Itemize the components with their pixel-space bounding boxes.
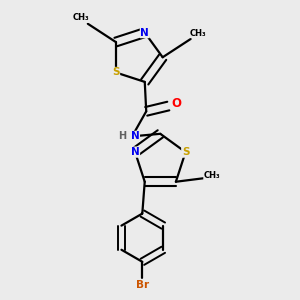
Text: H: H xyxy=(118,131,127,141)
Text: S: S xyxy=(182,147,189,157)
Text: S: S xyxy=(112,68,119,77)
Text: CH₃: CH₃ xyxy=(204,171,220,180)
Text: N: N xyxy=(131,147,140,157)
Text: CH₃: CH₃ xyxy=(190,28,206,38)
Text: N: N xyxy=(140,28,149,38)
Text: O: O xyxy=(172,97,182,110)
Text: Br: Br xyxy=(136,280,149,290)
Text: N: N xyxy=(131,131,140,141)
Text: CH₃: CH₃ xyxy=(72,14,89,22)
